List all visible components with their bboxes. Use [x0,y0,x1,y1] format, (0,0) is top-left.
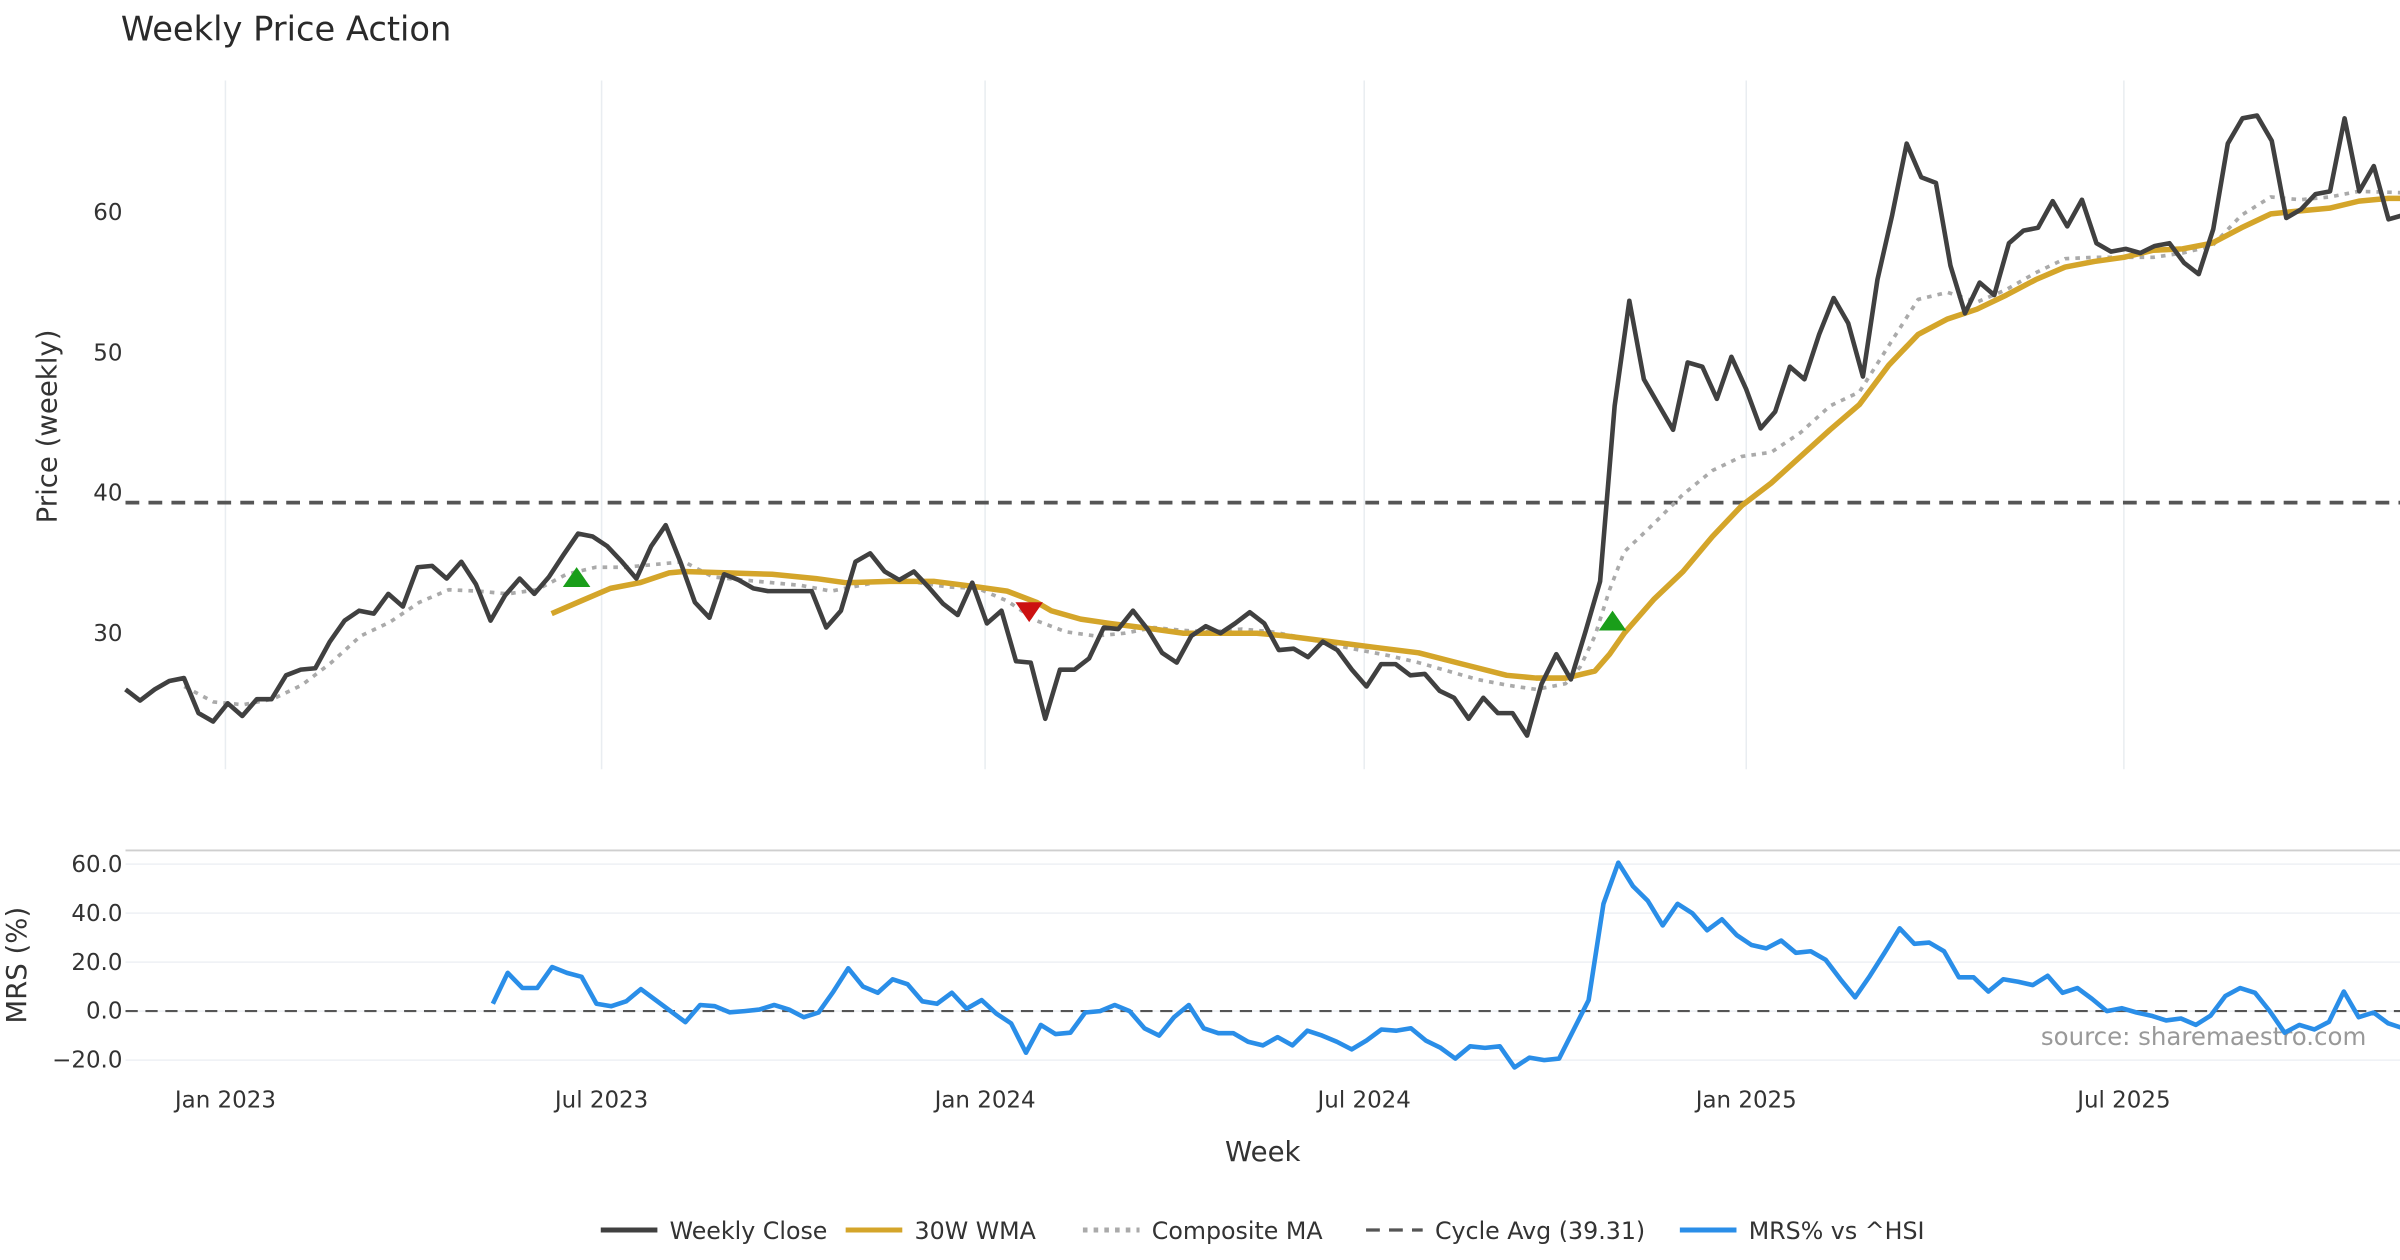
wma-30w-line [550,195,2400,681]
legend-item: Weekly Close [600,1217,828,1245]
y-tick-label-price: 60 [93,200,122,226]
weekly-close-line [124,113,2400,738]
legend-label: Cycle Avg (39.31) [1435,1217,1645,1245]
x-tick-label: Jan 2025 [1694,1088,1797,1114]
buy-signal-marker [562,567,591,588]
legend-label: Composite MA [1152,1217,1324,1245]
x-axis-label: Week [1225,1136,1301,1168]
y-tick-label-mrs: 20.0 [71,950,122,976]
x-tick-label: Jan 2023 [173,1088,276,1114]
y-axis-label-price: Price (weekly) [32,330,64,524]
y-tick-label-mrs: 60.0 [71,852,122,878]
legend-item: Composite MA [1082,1217,1324,1245]
legend-label: Weekly Close [670,1217,828,1245]
y-tick-label-mrs: −20.0 [52,1048,122,1074]
buy-signal-marker [1598,610,1627,631]
y-tick-label-mrs: 0.0 [86,999,122,1025]
y-tick-label-price: 30 [93,621,122,647]
x-tick-label: Jul 2023 [553,1088,648,1114]
y-tick-label-price: 40 [93,481,122,507]
x-tick-label: Jul 2024 [1316,1088,1411,1114]
y-axis-label-mrs: MRS (%) [1,907,33,1024]
legend-item: MRS% vs ^HSI [1679,1217,1925,1245]
legend-item: 30W WMA [845,1217,1037,1245]
legend-label: 30W WMA [915,1217,1037,1245]
x-tick-label: Jan 2024 [933,1088,1036,1114]
mrs-line [490,860,2400,1070]
legend: Weekly Close 30W WMA Composite MA Cycle Avg… [600,1217,1925,1245]
sell-signal-marker [1015,602,1043,623]
x-tick-label: Jul 2025 [2075,1088,2170,1114]
y-tick-label-price: 50 [93,340,122,366]
y-tick-label-mrs: 40.0 [71,901,122,927]
chart-title: Weekly Price Action [121,10,451,49]
legend-label: MRS% vs ^HSI [1749,1217,1925,1245]
legend-item: Cycle Avg (39.31) [1366,1217,1645,1245]
